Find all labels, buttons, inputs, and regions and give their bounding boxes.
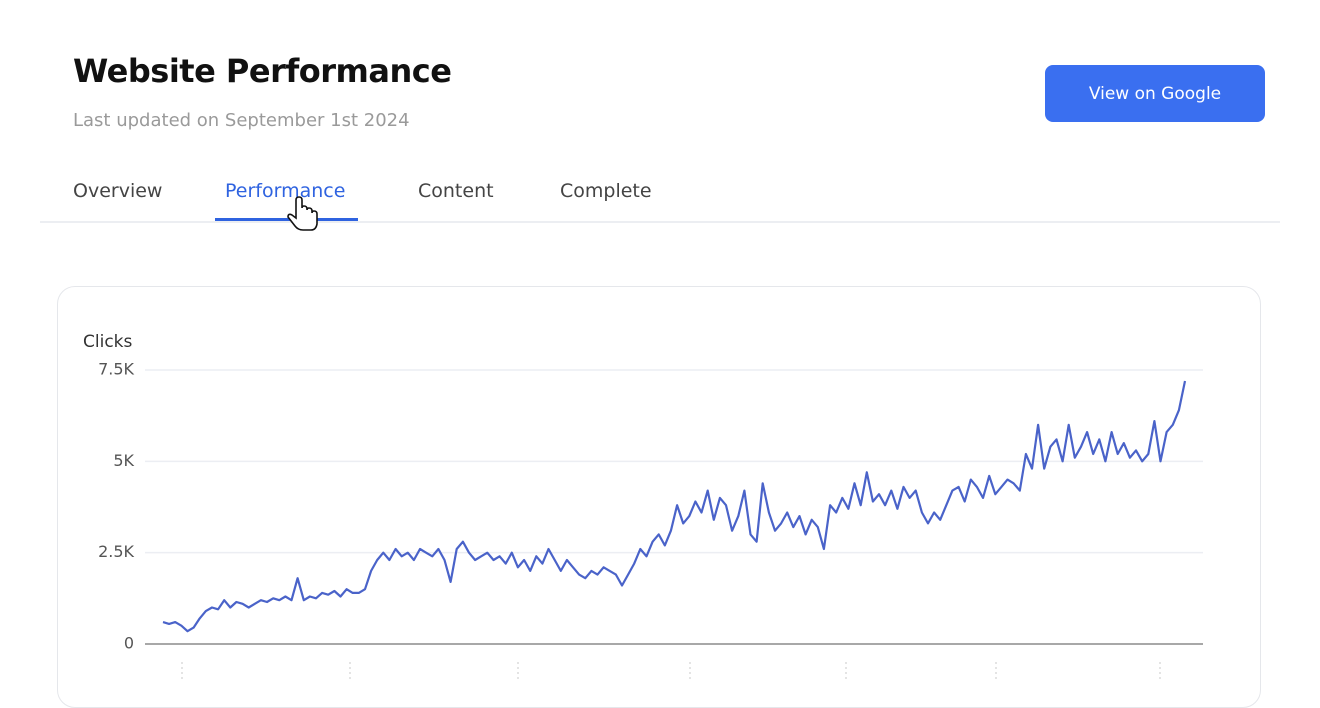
page: Website Performance Last updated on Sept… (40, 52, 1280, 708)
tab[interactable]: Content (418, 180, 494, 202)
line-series (162, 380, 1187, 633)
y-tick-label: 2.5K (98, 542, 134, 561)
page-subtitle: Last updated on September 1st 2024 (73, 110, 410, 131)
y-tick-label: 0 (124, 634, 134, 653)
tab[interactable]: Overview (73, 180, 163, 202)
tab[interactable]: Complete (560, 180, 652, 202)
page-title: Website Performance (73, 52, 452, 90)
y-axis-label: Clicks (83, 332, 133, 352)
y-tick-label: 5K (113, 451, 134, 470)
view-on-google-button[interactable]: View on Google (1045, 65, 1265, 122)
chart: Clicks 0 2.5K 5K 7.5K (83, 332, 1203, 680)
y-tick-label: 7.5K (98, 360, 134, 379)
x-tick-decor (181, 662, 1161, 680)
